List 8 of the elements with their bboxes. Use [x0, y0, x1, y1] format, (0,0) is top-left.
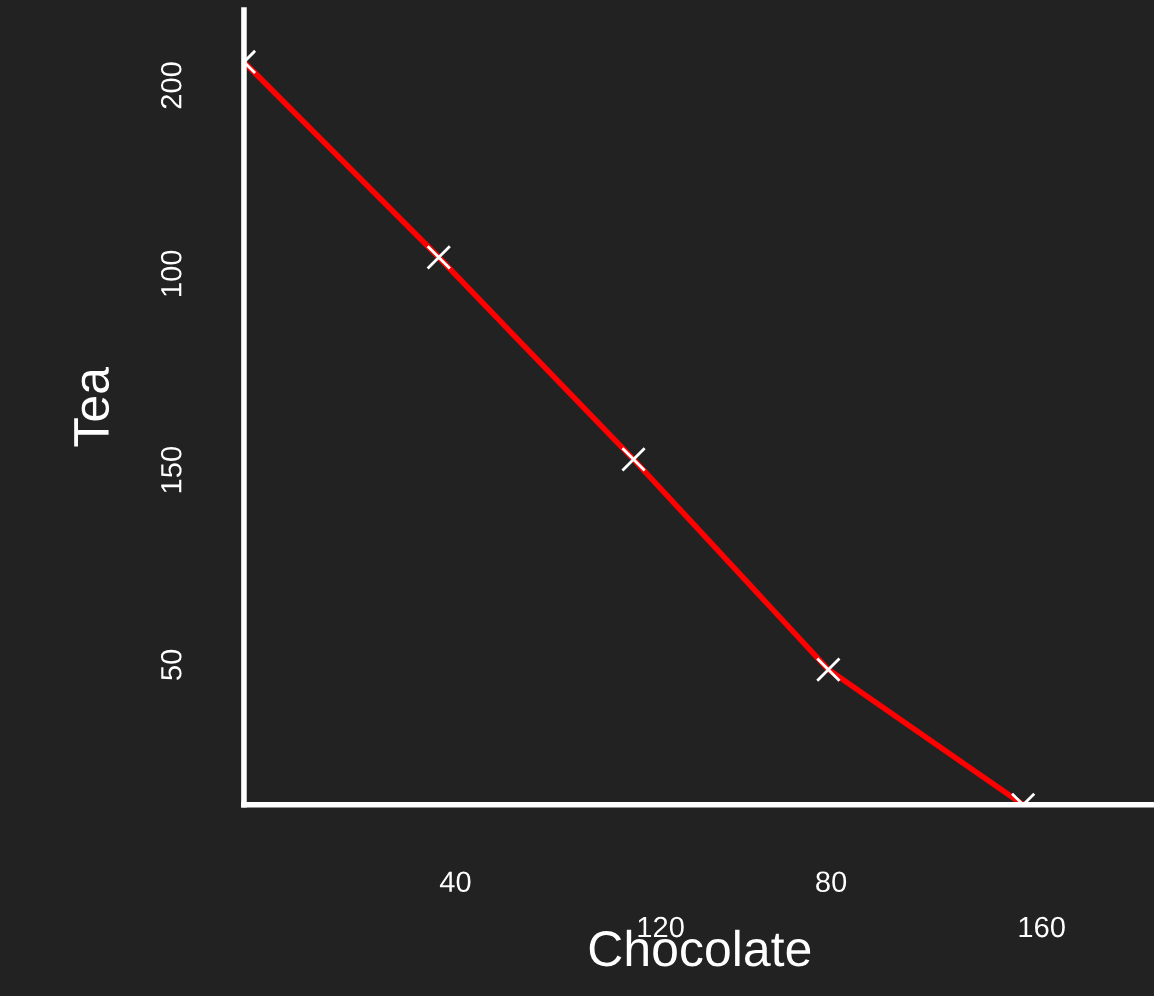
text: 80: [816, 871, 847, 893]
text: 100: [160, 250, 182, 296]
text: 150: [160, 446, 182, 493]
text: 50: [160, 649, 182, 680]
text: 200: [160, 62, 182, 109]
y-axis-title: Tea: [74, 367, 110, 447]
text: 40: [439, 871, 471, 893]
text: 160: [1019, 916, 1065, 938]
